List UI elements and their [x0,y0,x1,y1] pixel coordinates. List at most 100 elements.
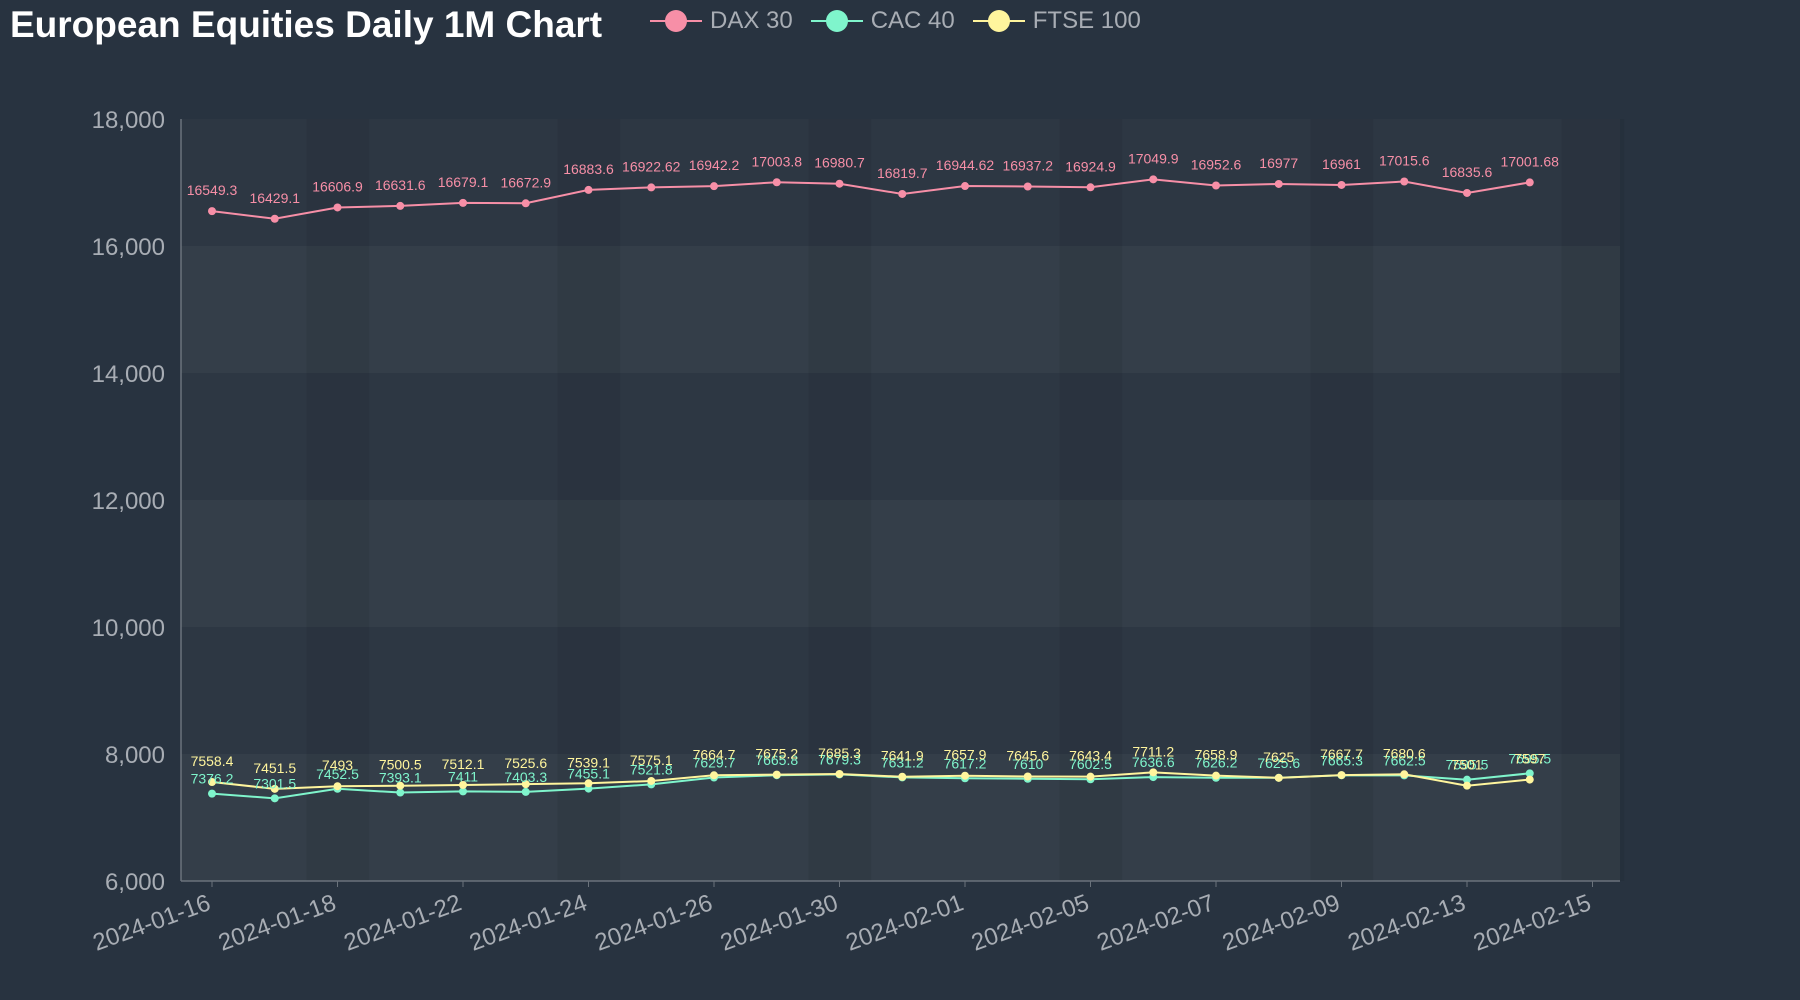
x-tick-label: 2024-01-26 [591,889,716,956]
data-point[interactable] [1023,182,1032,191]
data-point[interactable] [1463,775,1471,784]
data-label: 7662.5 [1383,752,1426,768]
data-label: 7525.6 [504,755,547,771]
data-label: 7643.4 [1069,748,1112,764]
data-label: 16922.62 [622,158,681,174]
data-point[interactable] [1337,180,1346,189]
data-point[interactable] [1274,179,1283,188]
data-point[interactable] [647,776,656,785]
data-point[interactable] [1086,183,1095,192]
data-point[interactable] [1274,773,1283,782]
data-point[interactable] [396,781,405,790]
data-point[interactable] [270,794,279,803]
data-label: 17049.9 [1128,150,1179,166]
data-point[interactable] [772,178,781,187]
data-label: 7610 [1012,756,1043,772]
data-label: 17003.8 [751,153,802,169]
legend-item-cac-40[interactable]: CAC 40 [810,4,955,38]
data-point[interactable] [584,779,593,788]
legend-item-dax-30[interactable]: DAX 30 [650,4,793,38]
legend-label: DAX 30 [710,7,793,34]
data-point[interactable] [898,772,907,781]
data-label: 7636.6 [1132,754,1175,770]
x-tick-label: 2024-02-09 [1219,889,1344,956]
data-point[interactable] [521,787,530,796]
y-tick-label: 16,000 [92,234,165,261]
plot-band [1561,119,1625,881]
data-label: 7625 [1263,749,1294,765]
data-point[interactable] [1525,769,1534,778]
data-point[interactable] [835,769,844,778]
data-label: 7597 [1514,751,1545,767]
data-point[interactable] [1525,178,1534,187]
data-point[interactable] [772,770,781,779]
data-point[interactable] [1337,771,1346,780]
data-point[interactable] [898,189,907,198]
data-label: 7403.3 [504,769,547,785]
data-point[interactable] [961,771,969,780]
data-label: 16924.9 [1065,158,1116,174]
data-point[interactable] [1400,770,1409,779]
data-point[interactable] [584,185,593,194]
data-point[interactable] [208,789,216,798]
x-tick-label: 2024-02-05 [968,889,1093,956]
data-label: 16819.7 [877,165,928,181]
data-label: 7645.6 [1006,748,1049,764]
data-point[interactable] [835,179,844,188]
y-tick-label: 10,000 [92,615,165,642]
data-label: 16679.1 [438,174,489,190]
data-point[interactable] [521,199,530,208]
data-point[interactable] [459,198,467,207]
data-label: 16942.2 [689,157,740,173]
data-label: 16937.2 [1002,157,1053,173]
plot-band [181,246,1620,373]
chart-axes [180,119,1620,887]
plot-band [181,627,1620,754]
data-point[interactable] [710,182,718,191]
data-label: 7695.5 [1508,750,1551,766]
data-label: 16631.6 [375,177,426,193]
data-point[interactable] [1149,768,1158,777]
data-point[interactable] [459,780,467,789]
data-point[interactable] [1463,781,1471,790]
data-point[interactable] [208,778,216,787]
series-line-ftse-100 [211,771,1530,790]
data-point[interactable] [333,203,342,212]
data-label: 7602.5 [1069,756,1112,772]
data-point[interactable] [270,784,279,793]
data-point[interactable] [961,182,969,191]
x-tick-label: 2024-02-01 [842,889,967,956]
data-label: 16980.7 [814,155,865,171]
data-point[interactable] [647,183,656,192]
data-point[interactable] [1463,188,1471,197]
data-point[interactable] [521,780,530,789]
data-label: 7521.8 [630,761,673,777]
x-tick-label: 2024-02-15 [1470,889,1595,956]
data-point[interactable] [459,787,467,796]
data-point[interactable] [208,207,216,216]
plot-band [306,119,370,881]
data-point[interactable] [1525,775,1534,784]
legend-swatch [972,10,1025,32]
data-label: 16952.6 [1191,157,1242,173]
data-label: 16944.62 [936,157,995,173]
y-tick-label: 18,000 [92,107,165,134]
data-point[interactable] [1212,181,1220,190]
data-point[interactable] [1212,771,1220,780]
data-point[interactable] [333,782,342,791]
data-label: 16672.9 [500,174,551,190]
data-point[interactable] [710,771,718,780]
data-point[interactable] [1400,177,1409,186]
data-point[interactable] [1023,772,1032,781]
data-label: 7595.5 [1446,757,1489,773]
y-tick-label: 8,000 [105,742,165,769]
data-point[interactable] [396,788,405,797]
data-point[interactable] [396,201,405,210]
data-point[interactable] [1149,175,1158,184]
data-label: 16835.6 [1442,164,1493,180]
data-label: 7625.6 [1257,755,1300,771]
legend-item-ftse-100[interactable]: FTSE 100 [972,4,1141,38]
data-point[interactable] [1086,772,1095,781]
data-point[interactable] [270,214,279,223]
